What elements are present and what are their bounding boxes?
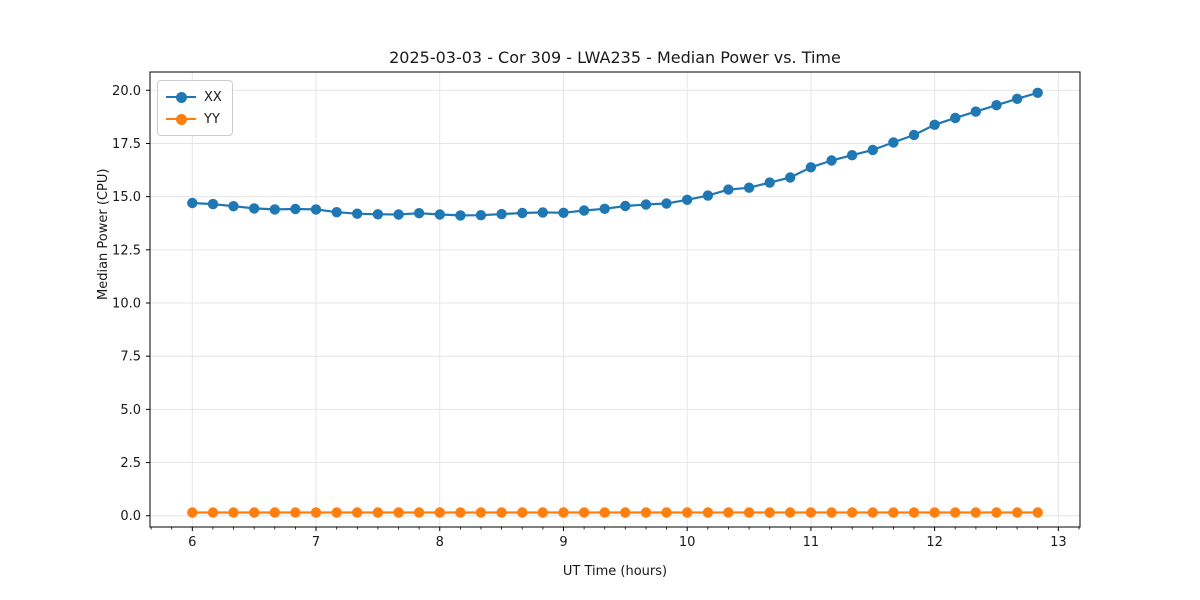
- legend-marker-icon: [166, 90, 196, 104]
- x-tick-label: 11: [803, 535, 820, 550]
- y-tick-label: 17.5: [112, 137, 141, 152]
- legend-label: XX: [204, 89, 222, 105]
- y-tick-label: 0.0: [120, 509, 141, 524]
- y-tick-label: 12.5: [112, 243, 141, 258]
- y-tick-label: 10.0: [112, 297, 141, 312]
- y-tick-label: 15.0: [112, 190, 141, 205]
- legend-item-yy: YY: [166, 108, 222, 130]
- y-tick-label: 2.5: [120, 456, 141, 471]
- x-tick-label: 8: [436, 535, 444, 550]
- y-tick-label: 7.5: [120, 350, 141, 365]
- legend: XX YY: [157, 80, 233, 136]
- x-tick-label: 12: [926, 535, 943, 550]
- legend-item-xx: XX: [166, 86, 222, 108]
- x-tick-label: 6: [188, 535, 196, 550]
- x-tick-label: 13: [1050, 535, 1067, 550]
- legend-label: YY: [204, 111, 220, 127]
- x-tick-label: 7: [312, 535, 320, 550]
- x-tick-label: 9: [559, 535, 567, 550]
- x-axis-label: UT Time (hours): [562, 564, 668, 579]
- legend-marker-icon: [166, 112, 196, 126]
- y-tick-label: 20.0: [112, 84, 141, 99]
- chart-title: 2025-03-03 - Cor 309 - LWA235 - Median P…: [389, 48, 841, 67]
- x-tick-label: 10: [679, 535, 696, 550]
- y-tick-label: 5.0: [120, 403, 141, 418]
